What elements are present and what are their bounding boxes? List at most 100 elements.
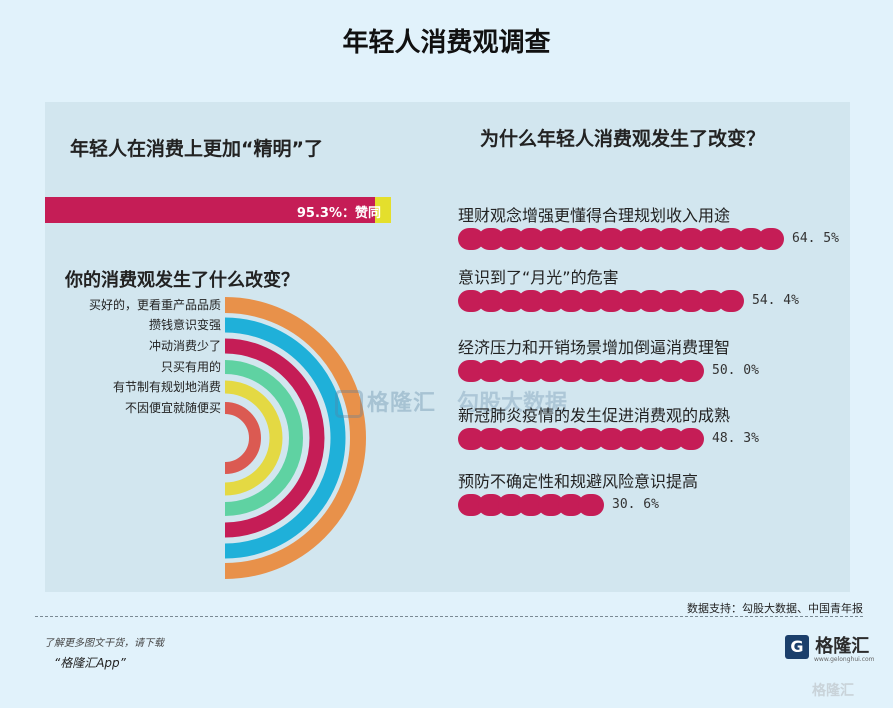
arc-label-1: 买好的，更看重产品品质 — [88, 298, 221, 312]
reason-bar-5 — [458, 494, 619, 516]
reason-bar-segment — [498, 360, 524, 382]
arc-label-6: 不因便宜就随便买 — [124, 401, 221, 415]
reason-bar-segment — [678, 360, 704, 382]
arc-ring-3 — [224, 338, 325, 538]
reason-bar-segment — [698, 228, 724, 250]
arc-chart — [224, 297, 366, 579]
reason-bar-segment — [518, 228, 544, 250]
reason-bar-2 — [458, 290, 745, 312]
reason-bar-segment — [458, 428, 484, 450]
watermark-sub: 勾股大数据 — [457, 391, 568, 416]
reason-bar-segment — [638, 428, 664, 450]
arc-ring-2 — [224, 317, 346, 559]
reason-label-4: 新冠肺炎疫情的发生促进消费观的成熟 — [458, 406, 731, 425]
arc-ring-5 — [224, 380, 283, 496]
reason-bar-4 — [458, 428, 713, 450]
divider — [35, 616, 863, 617]
reason-bar-segment — [458, 290, 484, 312]
brand-logo: G 格隆汇 — [785, 632, 869, 659]
left-subheading: 你的消费观发生了什么改变？ — [65, 270, 299, 291]
reason-label-3: 经济压力和开销场景增加倒逼消费理智 — [458, 338, 731, 357]
reason-bar-segment — [678, 290, 704, 312]
reason-bar-1 — [458, 228, 798, 250]
reason-bar-segment — [658, 428, 684, 450]
reason-bar-segment — [598, 228, 624, 250]
reason-bar-segment — [598, 428, 624, 450]
reason-bar-segment — [578, 290, 604, 312]
reason-bar-segment — [678, 428, 704, 450]
reason-bar-segment — [458, 494, 484, 516]
arc-label-4: 只买有用的 — [160, 360, 221, 374]
reason-bar-segment — [558, 360, 584, 382]
reason-bar-segment — [658, 228, 684, 250]
right-heading: 为什么年轻人消费观发生了改变？ — [480, 128, 766, 150]
reason-bar-segment — [718, 290, 744, 312]
reason-bar-segment — [518, 494, 544, 516]
reason-bar-segment — [578, 228, 604, 250]
reason-bar-segment — [538, 290, 564, 312]
reason-bar-segment — [558, 428, 584, 450]
reason-value-4: 48. 3% — [712, 431, 759, 446]
reason-bar-segment — [618, 360, 644, 382]
reason-bar-segment — [758, 228, 784, 250]
reason-bar-segment — [578, 360, 604, 382]
reason-bar-segment — [498, 290, 524, 312]
reason-bar-segment — [478, 290, 504, 312]
reason-bar-segment — [518, 290, 544, 312]
page-title: 年轻人消费观调查 — [342, 28, 551, 58]
logo-url: www.gelonghui.com — [814, 656, 875, 663]
approve-bar-remainder — [375, 197, 391, 223]
reason-value-1: 64. 5% — [792, 231, 839, 246]
reason-bar-segment — [498, 494, 524, 516]
reason-bar-segment — [478, 360, 504, 382]
approve-bar-fill — [45, 197, 375, 223]
reason-bar-segment — [658, 360, 684, 382]
reason-bar-segment — [518, 360, 544, 382]
footer-app: “格隆汇App” — [54, 656, 126, 670]
reason-bar-segment — [478, 428, 504, 450]
watermark-logo-icon — [335, 390, 363, 418]
reason-bar-segment — [538, 228, 564, 250]
approve-bar: 95.3%：赞同 — [45, 197, 391, 223]
arc-label-5: 有节制有规划地消费 — [112, 380, 221, 394]
arc-ring-6 — [224, 402, 261, 474]
reason-bar-segment — [458, 228, 484, 250]
reason-bar-segment — [718, 228, 744, 250]
reason-bar-segment — [498, 428, 524, 450]
chart-panel: 年轻人在消费上更加“精明”了 95.3%：赞同 你的消费观发生了什么改变？ 买好… — [45, 102, 850, 592]
reason-bar-segment — [478, 494, 504, 516]
reason-bar-segment — [458, 360, 484, 382]
reason-value-3: 50. 0% — [712, 363, 759, 378]
footer-note: 了解更多图文干货，请下载 — [44, 638, 164, 649]
reason-bar-segment — [518, 428, 544, 450]
reason-bar-3 — [458, 360, 722, 382]
reason-bar-segment — [578, 494, 604, 516]
reason-bar-segment — [618, 428, 644, 450]
reason-bar-segment — [558, 494, 584, 516]
reason-bar-segment — [538, 494, 564, 516]
corner-watermark: 格隆汇 — [812, 683, 854, 699]
reason-bar-segment — [738, 228, 764, 250]
reason-bar-segment — [638, 228, 664, 250]
reason-bar-segment — [538, 428, 564, 450]
reason-bar-segment — [638, 290, 664, 312]
arc-label-3: 冲动消费少了 — [148, 339, 221, 353]
reason-bar-segment — [678, 228, 704, 250]
reason-label-2: 意识到了“月光”的危害 — [458, 268, 619, 287]
reason-bar-segment — [698, 290, 724, 312]
approve-bar-label: 95.3%：赞同 — [296, 206, 381, 221]
reason-bar-segment — [578, 428, 604, 450]
reason-bar-segment — [478, 228, 504, 250]
reason-value-2: 54. 4% — [752, 293, 799, 308]
source-text: 数据支持：勾股大数据、中国青年报 — [687, 602, 863, 615]
reason-bar-segment — [498, 228, 524, 250]
reason-label-5: 预防不确定性和规避风险意识提高 — [458, 472, 699, 491]
reason-bar-segment — [598, 290, 624, 312]
reason-bar-segment — [658, 290, 684, 312]
logo-g-icon: G — [785, 635, 809, 659]
left-heading: 年轻人在消费上更加“精明”了 — [70, 138, 323, 160]
reason-bar-segment — [618, 290, 644, 312]
reason-bar-segment — [558, 228, 584, 250]
reason-label-1: 理财观念增强更懂得合理规划收入用途 — [458, 206, 731, 225]
reason-bar-segment — [558, 290, 584, 312]
